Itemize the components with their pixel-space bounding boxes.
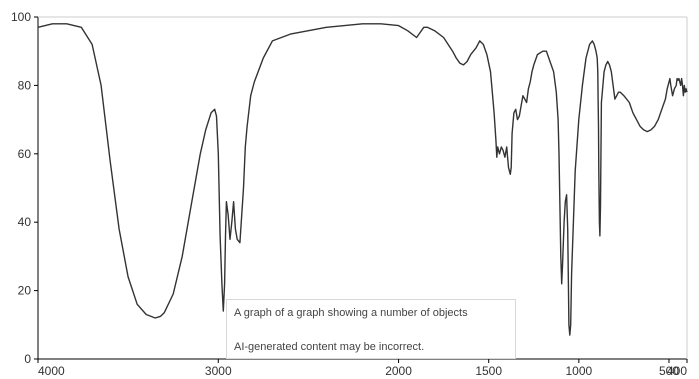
y-tick-label: 60 bbox=[18, 147, 32, 161]
y-tick-label: 20 bbox=[18, 284, 32, 298]
x-tick-label: 1500 bbox=[475, 364, 502, 378]
x-tick-label: 500 bbox=[659, 364, 679, 378]
x-tick-label: 4000 bbox=[38, 364, 65, 378]
y-axis-ticks: 0 20 40 60 80 100 bbox=[11, 10, 38, 366]
y-tick-label: 40 bbox=[18, 215, 32, 229]
y-tick-label: 0 bbox=[24, 352, 31, 366]
series-line bbox=[37, 23, 688, 336]
y-tick-label: 100 bbox=[11, 10, 31, 24]
x-tick-label: 1000 bbox=[565, 364, 592, 378]
x-tick-label: 3000 bbox=[205, 364, 232, 378]
x-tick-label: 2000 bbox=[385, 364, 412, 378]
y-tick-label: 80 bbox=[18, 78, 32, 92]
alt-text-disclaimer: AI-generated content may be incorrect. bbox=[234, 341, 425, 353]
alt-text-description: A graph of a graph showing a number of o… bbox=[234, 307, 468, 319]
x-tick-label: 400 bbox=[667, 364, 687, 378]
alt-text-tooltip: A graph of a graph showing a number of o… bbox=[226, 299, 516, 359]
